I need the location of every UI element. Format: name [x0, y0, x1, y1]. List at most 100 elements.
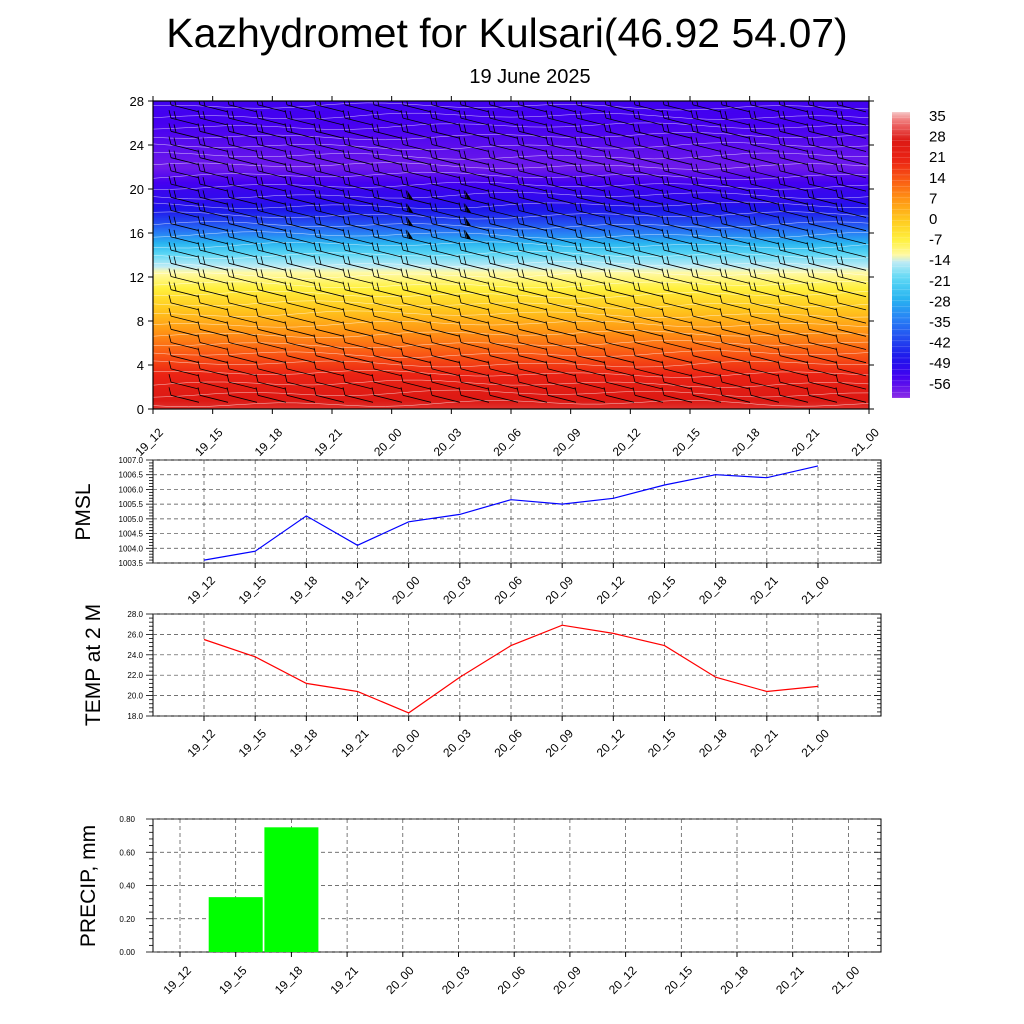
wind-barb-flag [637, 177, 641, 186]
wind-barb-flag [690, 360, 694, 369]
wind-barb [400, 162, 432, 179]
wind-barb-staff [779, 394, 809, 403]
wind-barb-flag [371, 215, 375, 224]
wind-barb [342, 149, 374, 166]
wind-barb-flag [255, 281, 259, 290]
wind-barb-flag [840, 163, 844, 172]
wind-barb-flag [371, 176, 375, 185]
wind-barb-flag [632, 360, 636, 369]
wind-barb [661, 268, 693, 284]
wind-barb-staff [663, 210, 693, 218]
wind-barb-staff [228, 144, 258, 152]
precip-x-axis: 19_12 19_15 19_18 19_21 20_00 20_03 20_06 20_09… [160, 963, 862, 997]
wind-barb-staff [344, 315, 374, 324]
wind-barb-flag [724, 111, 728, 120]
wind-barb [835, 242, 867, 258]
wind-barb-staff [431, 368, 461, 377]
wind-barb [255, 110, 287, 126]
wind-barb [748, 215, 780, 232]
wind-barb-flag [347, 282, 351, 291]
wind-barb-staff [605, 170, 635, 179]
wind-barb [255, 228, 287, 245]
x-tick-label: 20_00 [383, 963, 417, 997]
wind-barb-flag [545, 162, 549, 171]
wind-barb-staff [170, 183, 200, 192]
wind-barb-flag [695, 137, 699, 146]
wind-barb-staff [721, 249, 751, 258]
wind-barb-staff [460, 130, 490, 139]
y-tick-label: 4 [137, 358, 144, 373]
wind-barb-staff [808, 289, 838, 298]
wind-barb [458, 268, 490, 284]
temperature-band [153, 133, 869, 136]
temperature-band [153, 235, 869, 238]
wind-barb-flag [197, 255, 201, 264]
wind-barb-flag [545, 294, 549, 303]
wind-barb-flag [661, 123, 665, 132]
wind-barb-flag [608, 137, 612, 146]
wind-barb-flag [463, 282, 467, 291]
wind-barb-flag [749, 101, 752, 105]
x-tick-label: 20_12 [606, 963, 640, 997]
wind-barb [777, 149, 809, 166]
wind-barb-flag [661, 387, 665, 396]
wind-barb-staff [808, 249, 838, 258]
wind-barb-flag [516, 176, 520, 185]
wind-barb-flag [458, 189, 462, 198]
wind-barb-flag [574, 189, 578, 198]
temperature-band [153, 289, 869, 292]
wind-barb-staff [634, 368, 664, 377]
wind-barb-staff [315, 315, 345, 324]
wind-barb-pennant [407, 190, 413, 200]
wind-barb-staff [779, 289, 809, 298]
temperature-band [153, 147, 869, 150]
temperature-band [153, 261, 869, 264]
wind-barb-staff [779, 302, 809, 311]
wind-barb-staff [692, 170, 722, 179]
wind-barb [226, 202, 258, 218]
y-tick-label: 26.0 [127, 630, 143, 639]
wind-barb-flag [719, 110, 723, 119]
wind-barb [458, 294, 490, 311]
wind-barb-staff [547, 210, 577, 218]
wind-barb [632, 268, 664, 284]
temperature-band [153, 349, 869, 352]
wind-barb-flag [753, 150, 757, 159]
x-tick-label: 21_00 [829, 963, 863, 997]
wind-barb-staff [315, 302, 345, 311]
temperature-band [153, 315, 869, 318]
wind-barb [197, 387, 229, 403]
wind-barb-staff [402, 170, 432, 179]
wind-barb [806, 334, 838, 350]
temperature-band [153, 291, 869, 294]
wind-barb [690, 189, 722, 205]
wind-barb-staff [170, 355, 200, 364]
wind-barb-staff [460, 157, 490, 166]
wind-barb-staff [489, 170, 519, 179]
wind-barb-flag [198, 101, 201, 105]
wind-barb-flag [604, 101, 607, 105]
wind-barb-flag [197, 360, 201, 369]
wind-barb-flag [168, 242, 172, 251]
wind-barb-staff [518, 342, 548, 350]
wind-barb-staff [808, 170, 838, 179]
wind-barb-flag [463, 190, 467, 199]
wind-barb [458, 308, 490, 324]
wind-barb-staff [663, 394, 693, 403]
wind-barb [371, 374, 403, 390]
y-tick-label: 0 [137, 402, 144, 417]
wind-barb-staff [257, 394, 287, 403]
wind-barb-staff [837, 368, 867, 377]
temperature-band [153, 335, 869, 338]
wind-barb-flag [753, 163, 757, 172]
wind-barb-flag [405, 229, 409, 238]
wind-barb-staff [257, 355, 287, 364]
temperature-band [153, 319, 869, 322]
wind-barb-flag [347, 111, 351, 120]
wind-barb-staff [634, 394, 664, 403]
wind-barb [574, 334, 606, 350]
wind-barb [429, 123, 461, 139]
wind-barb-flag [806, 189, 810, 198]
wind-barb-flag [637, 150, 641, 159]
wind-barb-staff [721, 381, 751, 390]
